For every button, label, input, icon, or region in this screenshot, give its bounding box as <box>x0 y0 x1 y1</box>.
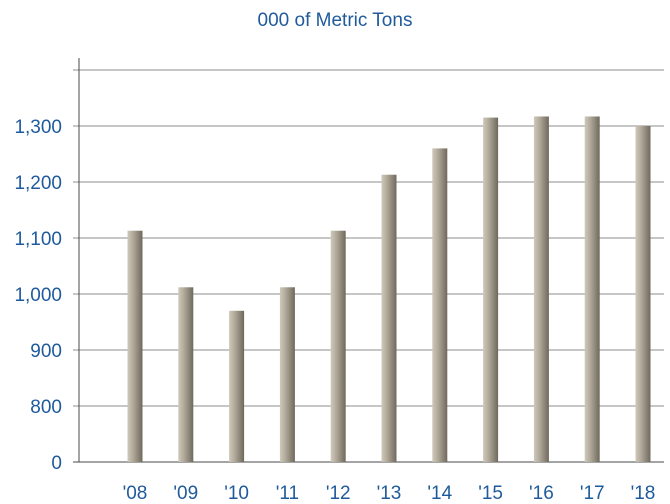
x-tick-label: '14 <box>427 483 452 504</box>
bar <box>483 117 499 462</box>
x-tick-label: '13 <box>377 483 402 504</box>
y-tick-label: 1,300 <box>14 117 62 138</box>
chart-title: 000 of Metric Tons <box>258 10 413 31</box>
bar <box>533 116 549 462</box>
y-tick-label: 900 <box>30 341 62 362</box>
bar <box>381 174 397 462</box>
bar <box>330 230 346 462</box>
y-tick-label: 1,100 <box>14 229 62 250</box>
x-tick-label: '18 <box>631 483 656 504</box>
bar <box>127 230 143 462</box>
bar <box>229 310 245 462</box>
bar <box>635 126 651 462</box>
bar <box>279 287 295 462</box>
grid-lines <box>73 69 664 407</box>
x-tick-label: '12 <box>326 483 351 504</box>
x-tick-label: '10 <box>224 483 249 504</box>
x-tick-label: '16 <box>529 483 554 504</box>
y-tick-labels: 0 800 900 1,000 1,100 1,200 1,300 <box>14 117 62 474</box>
y-tick-label: 0 <box>51 453 62 474</box>
bar <box>584 116 600 462</box>
x-tick-label: '11 <box>276 483 299 504</box>
x-tick-labels: '08 '09 '10 '11 '12 '13 '14 '15 '16 '17 '18 <box>123 483 656 504</box>
y-tick-label: 1,000 <box>14 285 62 306</box>
y-tick-label: 800 <box>30 397 62 418</box>
x-tick-label: '15 <box>478 483 503 504</box>
x-tick-label: '17 <box>580 483 605 504</box>
x-tick-label: '09 <box>173 483 198 504</box>
bar <box>178 287 194 462</box>
x-tick-label: '08 <box>123 483 148 504</box>
bars <box>127 116 651 462</box>
y-tick-label: 1,200 <box>14 173 62 194</box>
axes <box>73 58 664 463</box>
bar <box>432 148 448 462</box>
